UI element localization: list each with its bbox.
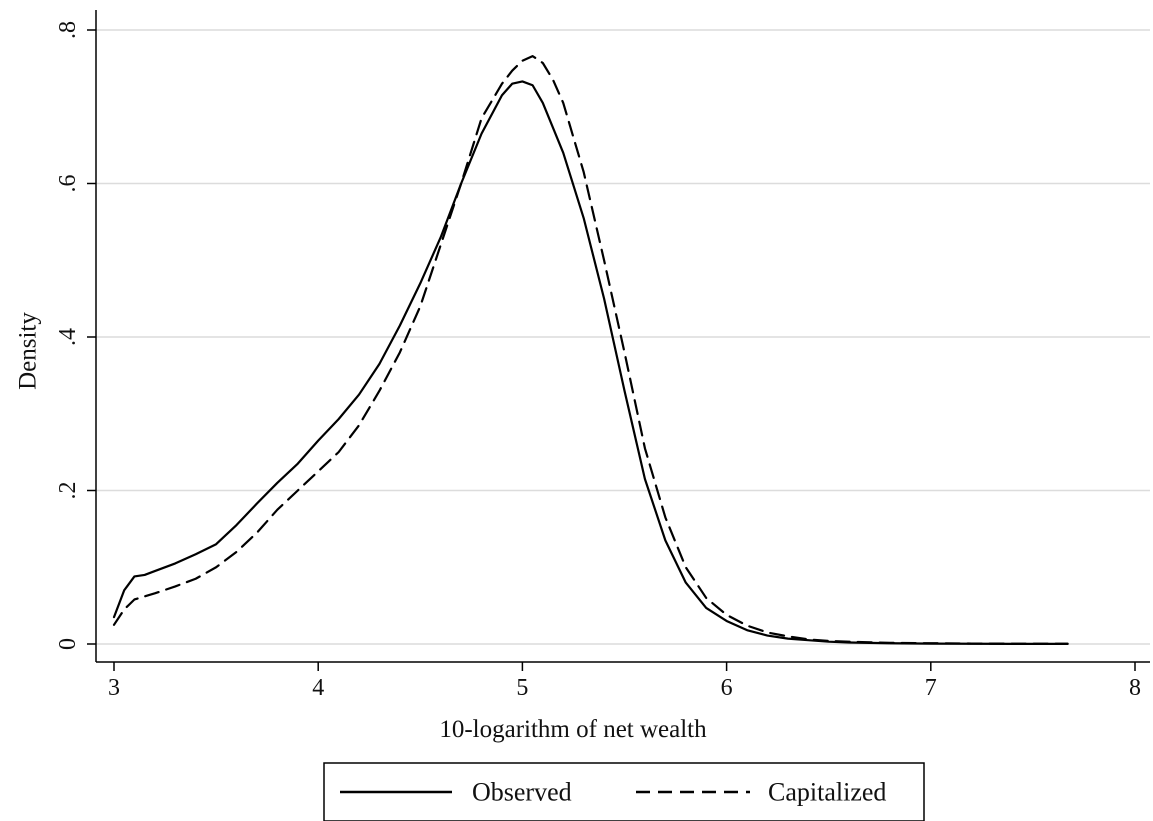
y-tick-label: .8: [55, 21, 81, 39]
ticks: 3 4 5 6 7 8 0 .2 .4 .6 .8: [55, 21, 1141, 701]
axes: [95, 10, 1150, 663]
series-line-observed: [112, 80, 1069, 645]
x-tick-label: 7: [925, 675, 937, 701]
legend-label-observed: Observed: [472, 778, 572, 807]
y-tick-label: .2: [55, 482, 81, 500]
series-line-capitalized: [112, 55, 1069, 645]
x-tick-label: 8: [1129, 675, 1141, 701]
y-axis-title: Density: [15, 312, 42, 390]
y-tick-label: .6: [55, 175, 81, 193]
x-tick-label: 4: [312, 675, 324, 701]
y-tick-label: 0: [55, 638, 81, 650]
legend-label-capitalized: Capitalized: [768, 778, 886, 807]
x-tick-label: 3: [108, 675, 120, 701]
x-axis-title: 10-logarithm of net wealth: [439, 716, 707, 743]
x-tick-label: 5: [516, 675, 528, 701]
legend: Observed Capitalized: [323, 762, 925, 821]
y-tick-label: .4: [55, 328, 81, 346]
series-layer: [112, 55, 1069, 645]
gridlines: [96, 29, 1150, 645]
x-tick-label: 6: [721, 675, 733, 701]
legend-box: [323, 762, 925, 821]
